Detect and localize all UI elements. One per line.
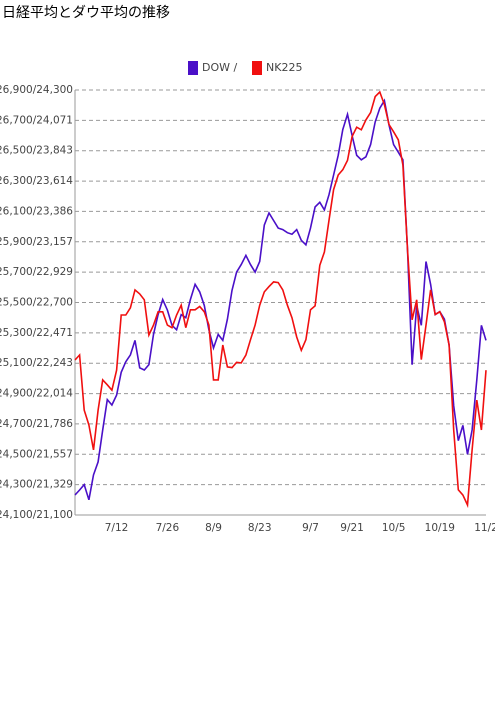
y-tick-label: 24,900/22,014	[0, 388, 73, 400]
legend-swatch	[188, 61, 198, 75]
x-tick-label: 10/19	[425, 522, 455, 534]
x-tick-label: 9/7	[302, 522, 319, 534]
x-tick-label: 10/5	[382, 522, 406, 534]
y-tick-label: 25,900/23,157	[0, 236, 73, 248]
y-tick-label: 25,100/22,243	[0, 357, 73, 369]
y-tick-label: 26,300/23,614	[0, 175, 73, 187]
y-tick-label: 26,900/24,300	[0, 84, 73, 96]
x-tick-label: 7/12	[105, 522, 129, 534]
series-line	[74, 90, 487, 509]
y-tick-label: 25,700/22,929	[0, 266, 73, 278]
x-tick-label: 8/23	[248, 522, 272, 534]
series-line	[74, 98, 487, 501]
y-tick-label: 25,500/22,700	[0, 297, 73, 309]
legend-swatch	[252, 61, 262, 75]
x-tick-label: 9/21	[340, 522, 364, 534]
y-tick-label: 24,100/21,100	[0, 509, 73, 521]
y-tick-label: 26,500/23,843	[0, 145, 73, 157]
y-tick-label: 26,100/23,386	[0, 205, 73, 217]
x-tick-label: 8/9	[205, 522, 222, 534]
chart-title: 日経平均とダウ平均の推移	[2, 5, 170, 21]
x-tick-label: 11/2	[474, 522, 495, 534]
x-tick-label: 7/26	[156, 522, 180, 534]
y-tick-label: 24,500/21,557	[0, 448, 73, 460]
legend-label: NK225	[266, 61, 302, 74]
y-tick-label: 25,300/22,471	[0, 327, 73, 339]
y-tick-label: 26,700/24,071	[0, 114, 73, 126]
y-tick-label: 24,700/21,786	[0, 418, 73, 430]
y-tick-label: 24,300/21,329	[0, 479, 73, 491]
legend-label: DOW /	[202, 61, 238, 74]
